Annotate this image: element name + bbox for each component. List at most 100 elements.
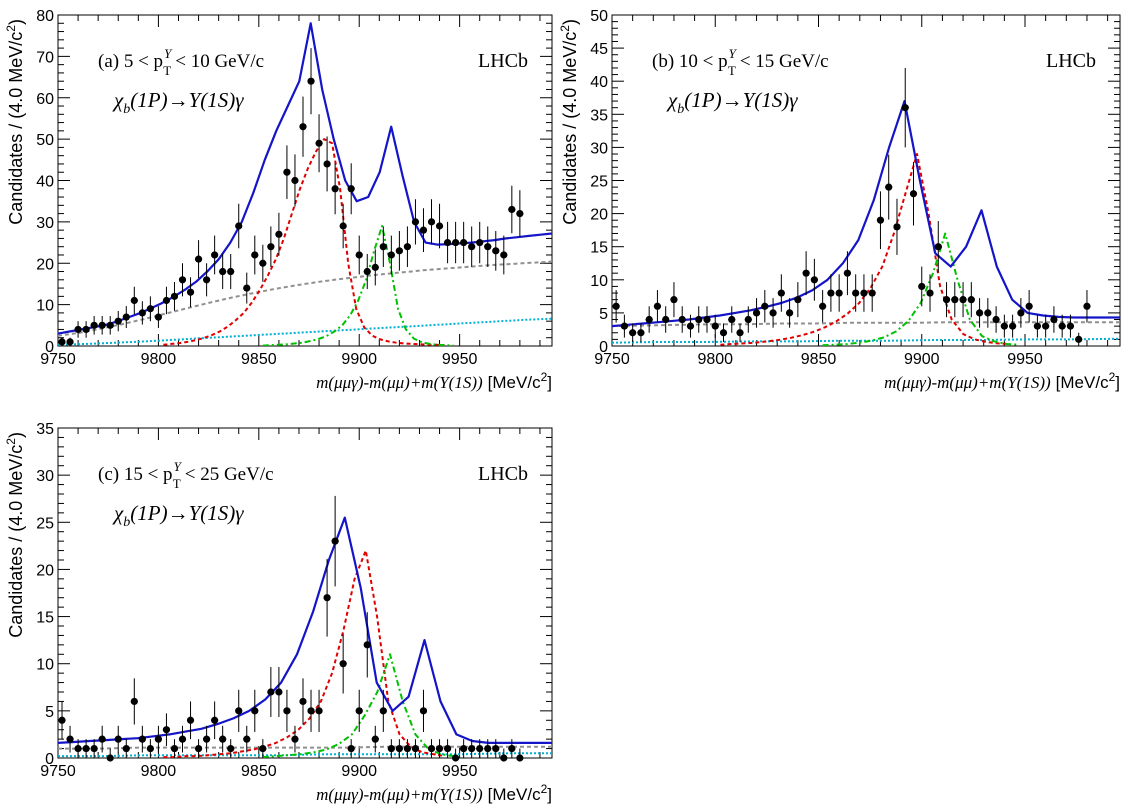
data-point bbox=[492, 230, 500, 271]
data-marker bbox=[752, 309, 761, 317]
data-point bbox=[82, 739, 90, 758]
data-point bbox=[1083, 290, 1091, 323]
plot-frame bbox=[57, 427, 553, 759]
data-point bbox=[203, 263, 211, 297]
data-marker bbox=[178, 276, 187, 284]
data-point bbox=[885, 154, 893, 220]
y-tick-label: 30 bbox=[36, 468, 54, 485]
data-marker bbox=[645, 315, 653, 324]
y-tick-label: 0 bbox=[45, 751, 54, 768]
data-marker bbox=[885, 183, 893, 191]
data-marker bbox=[612, 302, 620, 310]
x-tick-label: 9950 bbox=[442, 763, 478, 780]
x-tick-label: 9900 bbox=[904, 351, 940, 368]
data-marker bbox=[427, 744, 436, 753]
data-point bbox=[315, 114, 323, 173]
data-marker bbox=[395, 247, 403, 255]
data-marker bbox=[170, 292, 179, 300]
y-tick-label: 25 bbox=[36, 515, 54, 532]
data-marker bbox=[74, 325, 82, 334]
data-point bbox=[395, 739, 403, 758]
x-axis-label-unit-sup: 2 bbox=[1109, 370, 1116, 384]
data-marker bbox=[339, 660, 347, 668]
data-marker bbox=[695, 315, 703, 324]
data-points bbox=[58, 48, 524, 346]
data-point bbox=[90, 316, 98, 335]
y-tick-label: 10 bbox=[590, 273, 608, 290]
x-tick-label: 9850 bbox=[801, 351, 837, 368]
data-marker bbox=[492, 744, 500, 753]
data-marker bbox=[460, 744, 468, 753]
y-tick-label: 30 bbox=[590, 140, 608, 157]
data-marker bbox=[219, 267, 227, 276]
data-point bbox=[227, 739, 235, 758]
data-marker bbox=[154, 313, 163, 321]
panel-label-sup: Y bbox=[164, 46, 173, 61]
fit-curve-peak-1p1 bbox=[163, 549, 445, 758]
panel-label-sup: Y bbox=[729, 46, 738, 61]
data-point bbox=[427, 739, 436, 758]
data-marker bbox=[516, 754, 524, 762]
x-tick-label: 9900 bbox=[341, 351, 377, 368]
data-point bbox=[379, 226, 387, 267]
data-point bbox=[130, 678, 138, 725]
data-point bbox=[460, 221, 468, 264]
data-marker bbox=[299, 697, 307, 706]
data-point bbox=[476, 739, 484, 758]
data-marker bbox=[868, 289, 876, 297]
data-point bbox=[331, 495, 339, 587]
x-axis-label-unit-end: ] bbox=[547, 373, 552, 392]
data-marker bbox=[653, 302, 662, 310]
data-point bbox=[695, 306, 703, 333]
data-point bbox=[452, 748, 460, 762]
data-point bbox=[645, 306, 653, 333]
data-marker bbox=[355, 251, 363, 259]
y-tick-label: 70 bbox=[36, 49, 54, 66]
data-marker bbox=[452, 238, 460, 247]
data-point bbox=[975, 298, 984, 328]
data-marker bbox=[984, 309, 992, 317]
data-marker bbox=[703, 315, 711, 324]
data-point bbox=[909, 161, 918, 226]
data-marker bbox=[769, 309, 777, 317]
data-point bbox=[154, 725, 163, 753]
data-marker bbox=[170, 744, 179, 753]
data-marker bbox=[909, 190, 918, 198]
data-point bbox=[331, 163, 339, 215]
data-marker bbox=[323, 160, 331, 168]
fit-curve-peak-1p2 bbox=[822, 232, 1019, 346]
data-point bbox=[170, 739, 179, 758]
data-marker bbox=[992, 315, 1000, 324]
data-marker bbox=[951, 296, 959, 304]
data-point bbox=[66, 337, 74, 346]
data-point bbox=[66, 725, 74, 753]
data-point bbox=[827, 274, 835, 312]
data-marker bbox=[662, 315, 670, 324]
data-point bbox=[82, 321, 90, 338]
data-point bbox=[130, 286, 138, 315]
data-marker bbox=[186, 288, 195, 296]
data-marker bbox=[827, 289, 835, 297]
data-point bbox=[752, 298, 761, 328]
data-marker bbox=[620, 322, 628, 330]
data-marker bbox=[114, 317, 122, 325]
data-point bbox=[307, 48, 315, 115]
data-point bbox=[106, 316, 114, 335]
data-point bbox=[122, 739, 130, 758]
decay-rest: (1P)→Υ(1S)γ bbox=[130, 501, 244, 525]
data-point bbox=[435, 203, 444, 249]
data-point bbox=[275, 212, 283, 256]
data-point bbox=[347, 739, 355, 758]
x-axis-label-unit-sup: 2 bbox=[541, 370, 548, 384]
data-marker bbox=[435, 222, 444, 230]
panel-label-tail: < 15 GeV/c bbox=[740, 51, 829, 72]
data-marker bbox=[315, 139, 323, 147]
data-point bbox=[777, 274, 785, 312]
data-point bbox=[810, 258, 818, 301]
x-axis-label-unit: [MeV/c bbox=[488, 785, 541, 804]
data-point bbox=[363, 612, 371, 678]
experiment-label: LHCb bbox=[1046, 50, 1096, 72]
data-marker bbox=[90, 744, 98, 753]
data-point bbox=[403, 226, 412, 267]
panel-label: (b) 10 < pY T < 15 GeV/c bbox=[652, 46, 829, 78]
